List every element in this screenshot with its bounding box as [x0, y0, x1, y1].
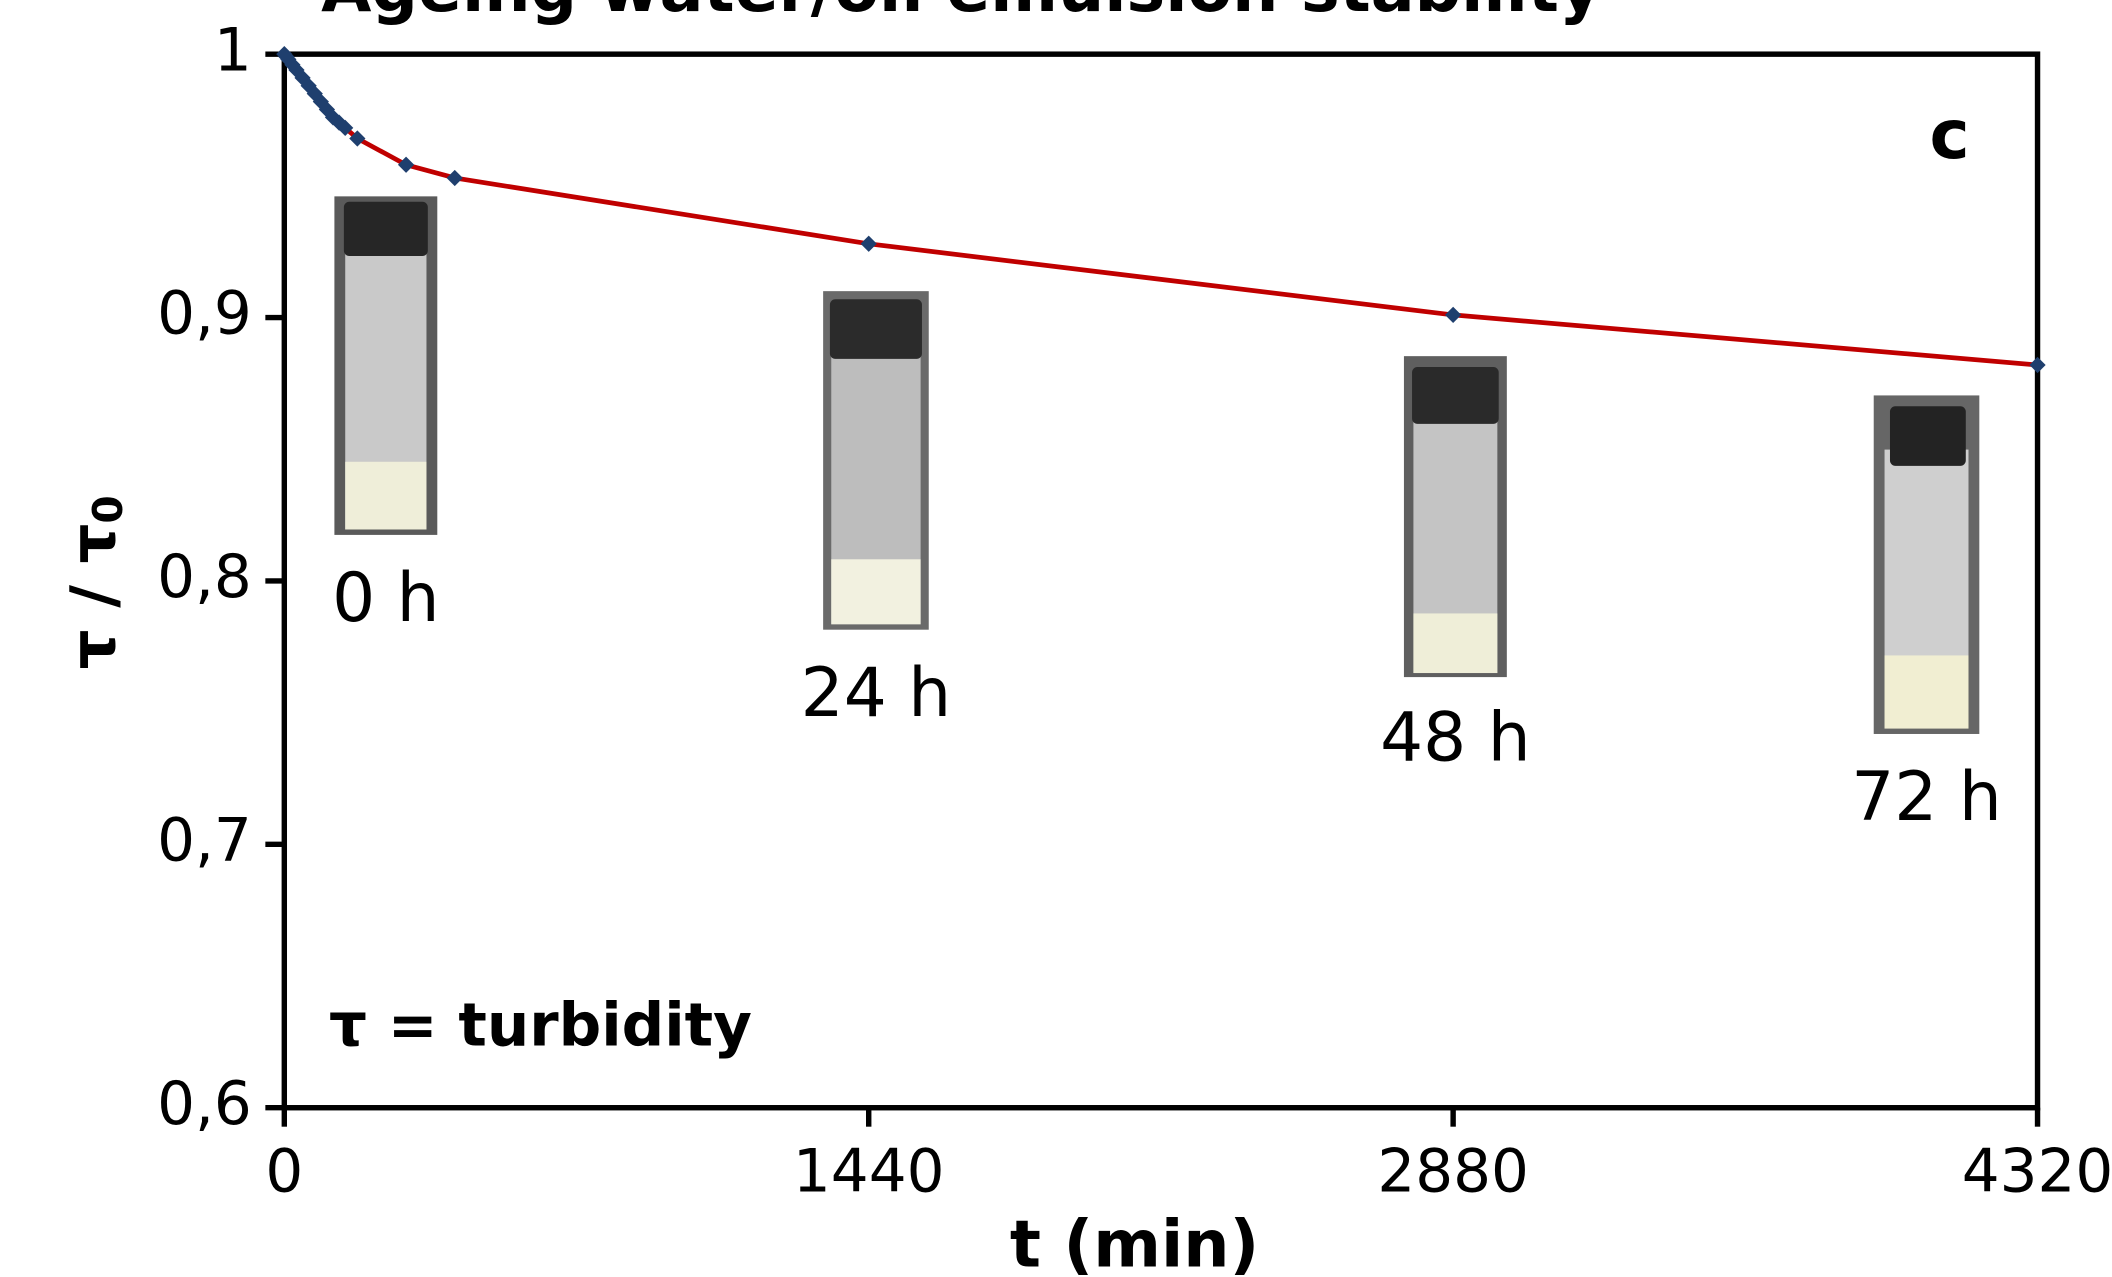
vial-24h — [823, 291, 929, 630]
x-tick-label: 4320 — [1962, 1138, 2112, 1207]
annotation: 72 h — [1851, 757, 2002, 836]
y-axis-label-main: τ / τ — [57, 524, 130, 670]
y-tick-label: 1 — [214, 16, 252, 85]
x-axis-label: t (min) — [1010, 1208, 1259, 1277]
y-tick-label: 0,6 — [157, 1070, 252, 1139]
x-tick-label: 0 — [265, 1138, 303, 1207]
chart: Ageing water/oil emulsion stability 0 h … — [0, 0, 2112, 1277]
annotation: 48 h — [1380, 698, 1531, 777]
y-tick-label: 0,8 — [157, 543, 252, 612]
vial-72h — [1874, 395, 1980, 734]
y-axis-label-subscript: 0 — [84, 495, 132, 523]
x-tick-label: 2880 — [1377, 1138, 1529, 1207]
data-point — [1445, 307, 1461, 323]
y-axis-label: τ / τ0 — [57, 495, 132, 669]
annotation: 0 h — [332, 558, 439, 637]
data-point — [447, 170, 463, 186]
chart-title: Ageing water/oil emulsion stability — [321, 0, 1601, 27]
y-tick-label: 0,7 — [157, 806, 252, 875]
x-tick-label: 1440 — [793, 1138, 945, 1207]
data-point — [861, 236, 877, 252]
vial-48h — [1404, 356, 1507, 677]
vial-0h — [334, 196, 437, 535]
y-tick-label: 0,9 — [157, 280, 252, 349]
page: {"chart_data": { "type": "line", "title"… — [0, 0, 2112, 1277]
panel-label: c — [1929, 95, 1969, 174]
plot-frame — [284, 54, 2037, 1108]
series-line — [284, 54, 2037, 365]
annotation: 24 h — [801, 653, 952, 732]
note: τ = turbidity — [329, 991, 752, 1060]
data-point — [2029, 357, 2045, 373]
